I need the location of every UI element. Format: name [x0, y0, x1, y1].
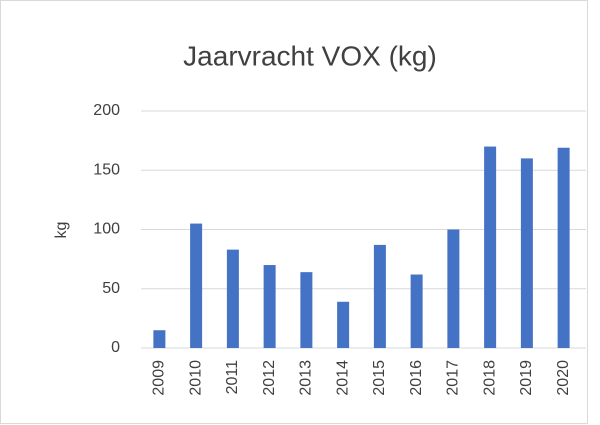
x-tick-label: 2020	[555, 360, 572, 396]
bar	[410, 274, 423, 348]
x-tick-label: 2010	[187, 360, 204, 396]
x-tick-label: 2017	[445, 360, 462, 396]
chart-title: Jaarvracht VOX (kg)	[183, 40, 437, 71]
x-tick-label: 2019	[518, 360, 535, 396]
y-tick-label: 100	[93, 221, 120, 238]
y-tick-label: 0	[111, 339, 120, 356]
x-tick-label: 2018	[481, 360, 498, 396]
bar	[300, 272, 313, 348]
x-tick-label: 2014	[334, 360, 351, 396]
bar	[447, 229, 460, 348]
bar	[190, 223, 203, 348]
y-tick-label: 200	[93, 102, 120, 119]
bar	[263, 265, 276, 348]
x-tick-label: 2009	[151, 360, 168, 396]
y-axis-label: kg	[53, 222, 70, 239]
y-tick-label: 150	[93, 161, 120, 178]
x-tick-label: 2011	[224, 360, 241, 395]
bar	[520, 158, 533, 348]
bar	[226, 249, 239, 348]
y-tick-label: 50	[102, 280, 120, 297]
bar	[337, 301, 350, 348]
bar	[373, 244, 386, 348]
x-tick-label: 2013	[298, 360, 315, 396]
x-tick-label: 2015	[371, 360, 388, 396]
x-tick-label: 2012	[261, 360, 278, 396]
bar	[153, 330, 166, 348]
x-tick-label: 2016	[408, 360, 425, 396]
bar	[557, 147, 570, 348]
bar	[484, 146, 497, 348]
